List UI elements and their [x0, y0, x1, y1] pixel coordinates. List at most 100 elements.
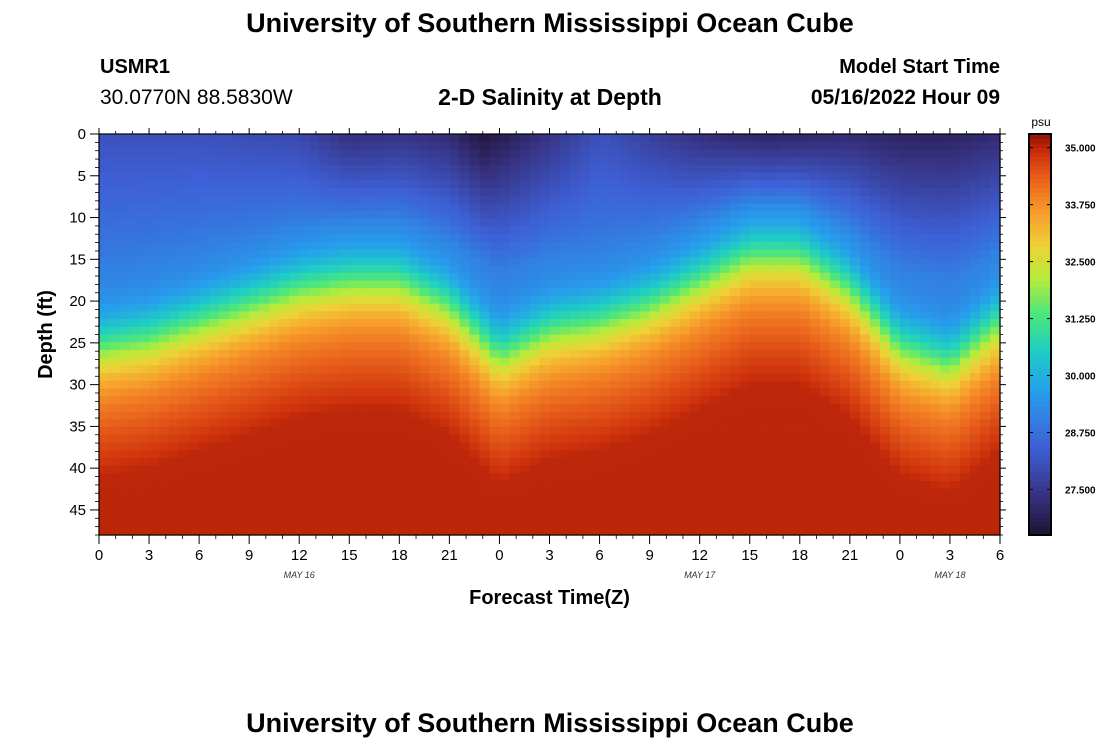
- heatmap-cell: [229, 241, 240, 251]
- heatmap-cell: [799, 326, 811, 336]
- heatmap-cell: [219, 265, 230, 274]
- heatmap-cell: [399, 349, 410, 359]
- heatmap-cell: [189, 134, 200, 143]
- heatmap-cell: [579, 272, 591, 282]
- heatmap-cell: [349, 195, 360, 204]
- heatmap-cell: [789, 465, 801, 474]
- heatmap-cell: [349, 180, 360, 189]
- heatmap-cell: [499, 257, 511, 266]
- heatmap-cell: [719, 442, 731, 451]
- heatmap-cell: [199, 211, 210, 220]
- heatmap-cell: [699, 488, 711, 498]
- heatmap-cell: [709, 473, 721, 482]
- heatmap-cell: [409, 257, 420, 266]
- heatmap-cell: [849, 511, 861, 521]
- heatmap-cell: [719, 511, 731, 521]
- heatmap-cell: [769, 434, 781, 444]
- heatmap-cell: [879, 481, 891, 490]
- heatmap-cell: [759, 434, 771, 444]
- heatmap-cell: [229, 419, 240, 428]
- heatmap-cell: [949, 488, 961, 498]
- heatmap-cell: [339, 473, 350, 482]
- heatmap-cell: [909, 373, 921, 382]
- heatmap-cell: [349, 365, 360, 374]
- heatmap-cell: [749, 527, 761, 536]
- heatmap-cell: [629, 457, 641, 467]
- heatmap-cell: [849, 465, 861, 474]
- heatmap-cell: [499, 457, 511, 467]
- heatmap-cell: [449, 504, 460, 513]
- heatmap-cell: [149, 157, 160, 166]
- heatmap-cell: [179, 504, 190, 513]
- heatmap-cell: [329, 396, 340, 405]
- heatmap-cell: [969, 218, 981, 228]
- heatmap-cell: [189, 419, 200, 428]
- heatmap-cell: [969, 442, 981, 451]
- heatmap-cell: [409, 496, 420, 505]
- heatmap-cell: [469, 403, 481, 413]
- heatmap-cell: [969, 473, 981, 482]
- heatmap-cell: [589, 457, 601, 467]
- heatmap-cell: [799, 403, 811, 413]
- heatmap-cell: [409, 272, 420, 282]
- heatmap-cell: [269, 496, 280, 505]
- heatmap-cell: [759, 357, 771, 366]
- heatmap-cell: [499, 465, 511, 474]
- heatmap-cell: [889, 149, 901, 158]
- heatmap-cell: [939, 149, 951, 158]
- heatmap-cell: [369, 187, 380, 197]
- heatmap-cell: [169, 234, 180, 243]
- heatmap-cell: [699, 450, 711, 459]
- heatmap-cell: [369, 457, 380, 467]
- heatmap-cell: [769, 457, 781, 467]
- heatmap-cell: [629, 427, 641, 436]
- heatmap-cell: [839, 226, 851, 235]
- heatmap-cell: [379, 511, 390, 521]
- heatmap-cell: [669, 172, 681, 181]
- heatmap-cell: [869, 411, 881, 420]
- heatmap-cell: [159, 457, 170, 467]
- heatmap-cell: [889, 326, 901, 336]
- heatmap-cell: [589, 326, 601, 336]
- heatmap-cell: [129, 288, 140, 297]
- heatmap-cell: [709, 373, 721, 382]
- heatmap-cell: [659, 357, 671, 366]
- heatmap-cell: [269, 342, 280, 351]
- heatmap-cell: [709, 226, 721, 235]
- heatmap-cell: [879, 342, 891, 351]
- heatmap-cell: [869, 434, 881, 444]
- heatmap-cell: [639, 373, 651, 382]
- heatmap-cell: [139, 465, 150, 474]
- heatmap-cell: [149, 388, 160, 397]
- heatmap-cell: [409, 134, 420, 143]
- heatmap-cell: [289, 380, 300, 390]
- heatmap-cell: [979, 450, 991, 459]
- heatmap-cell: [419, 203, 430, 212]
- heatmap-cell: [199, 141, 210, 151]
- heatmap-cell: [239, 511, 250, 521]
- heatmap-cell: [489, 419, 501, 428]
- heatmap-cell: [759, 373, 771, 382]
- heatmap-cell: [169, 388, 180, 397]
- heatmap-cell: [619, 234, 631, 243]
- heatmap-cell: [979, 349, 991, 359]
- heatmap-cell: [349, 303, 360, 312]
- heatmap-cell: [139, 450, 150, 459]
- heatmap-cell: [159, 241, 170, 251]
- heatmap-cell: [259, 396, 270, 405]
- heatmap-cell: [679, 427, 691, 436]
- heatmap-cell: [719, 380, 731, 390]
- heatmap-cell: [99, 457, 110, 467]
- heatmap-cell: [119, 388, 130, 397]
- heatmap-cell: [249, 403, 260, 413]
- heatmap-cell: [419, 319, 430, 328]
- heatmap-cell: [309, 319, 320, 328]
- heatmap-cell: [739, 203, 751, 212]
- heatmap-cell: [359, 504, 370, 513]
- heatmap-cell: [799, 234, 811, 243]
- heatmap-cell: [609, 180, 621, 189]
- heatmap-cell: [349, 373, 360, 382]
- heatmap-cell: [419, 303, 430, 312]
- heatmap-cell: [529, 473, 541, 482]
- heatmap-cell: [649, 403, 661, 413]
